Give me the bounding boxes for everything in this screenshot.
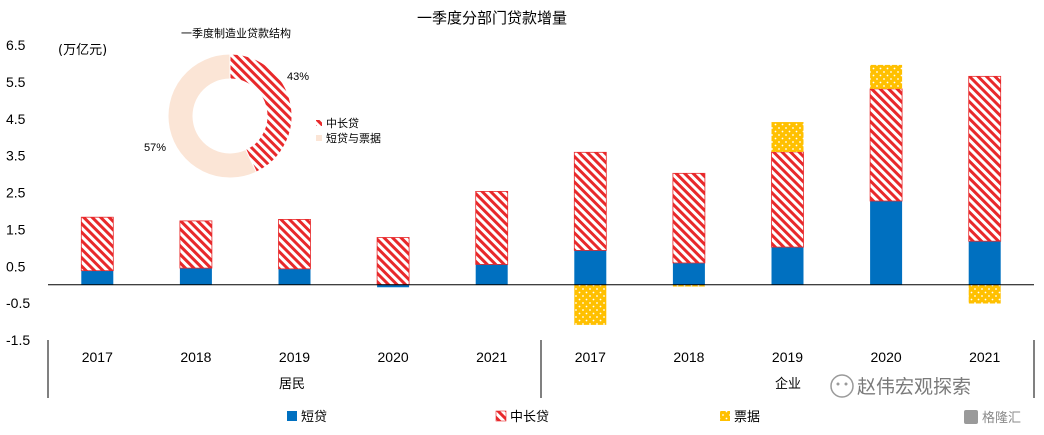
group-label-residents: 居民	[279, 377, 305, 392]
wechat-logo-eye-icon	[844, 382, 848, 386]
bar-medium-long-2017-企业	[573, 151, 607, 251]
bar-short-2017-居民	[81, 270, 114, 285]
bar-medium-long-2019-居民	[278, 219, 311, 270]
donut-slice-medium-long	[229, 53, 293, 173]
legend-swatch-short	[287, 411, 297, 421]
donut-label-medium-long: 43%	[287, 71, 309, 83]
legend-swatch-bills	[720, 411, 730, 421]
bar-medium-long-2021-居民	[475, 190, 509, 265]
x-category-label: 2017	[575, 349, 606, 365]
y-tick-label: 3.5	[6, 148, 26, 164]
x-category-label: 2021	[969, 349, 1000, 365]
bar-medium-long-2017-居民	[80, 216, 114, 272]
x-category-label: 2019	[279, 349, 310, 365]
bar-short-2018-居民	[179, 268, 212, 285]
bar-short-2020-企业	[870, 200, 903, 285]
watermark-text: 赵伟宏观探索	[857, 376, 971, 398]
y-tick-label: -0.5	[6, 295, 30, 311]
gelonghui-logo-icon	[964, 410, 978, 424]
bar-short-2018-企业	[672, 262, 705, 285]
donut-slice-donut-short	[167, 53, 258, 179]
bar-short-2017-企业	[574, 250, 607, 285]
bar-medium-long-2018-居民	[179, 220, 213, 269]
legend-label-bills: 票据	[734, 410, 760, 425]
x-category-label: 2017	[82, 349, 113, 365]
bar-medium-long-2020-居民	[376, 237, 410, 286]
legend-label-medium-long: 中长贷	[510, 410, 549, 425]
watermark: 赵伟宏观探索 格隆汇	[830, 374, 1021, 426]
donut-label-short-bills: 57%	[144, 142, 166, 154]
bar-bills-2021-企业	[968, 284, 1001, 304]
legend-swatch-medium-long	[495, 410, 507, 422]
y-tick-label: 4.5	[6, 111, 26, 127]
donut-title: 一季度制造业贷款结构	[181, 26, 291, 40]
x-category-label: 2020	[378, 349, 409, 365]
bar-medium-long-2021-企业	[968, 75, 1002, 242]
y-tick-label: 6.5	[6, 37, 26, 53]
bar-short-2019-企业	[771, 247, 804, 285]
x-category-label: 2018	[180, 349, 211, 365]
watermark-subtext: 格隆汇	[982, 410, 1021, 426]
chart-title: 一季度分部门贷款增量	[417, 9, 567, 27]
x-axis-categories: 2017 2018 2019 2020 2021 2017 2018 2019 2020 2021	[82, 349, 1001, 365]
x-category-label: 2019	[772, 349, 803, 365]
x-category-label: 2020	[871, 349, 902, 365]
bar-short-2021-居民	[475, 264, 508, 285]
bar-medium-long-2018-企业	[672, 172, 706, 264]
group-label-enterprises: 企业	[775, 376, 801, 392]
donut-legend-label-medium-long: 中长贷	[326, 116, 359, 130]
y-tick-label: 1.5	[6, 221, 26, 237]
donut-legend-swatch-medium-long	[316, 120, 322, 126]
y-axis-ticks: 6.5 5.5 4.5 3.5 2.5 1.5 0.5 -0.5 -1.5	[6, 37, 30, 348]
donut-slices	[167, 53, 293, 179]
y-axis-unit-label: (万亿元)	[58, 43, 107, 58]
bar-short-2020-居民	[377, 284, 410, 288]
y-tick-label: 2.5	[6, 185, 26, 201]
legend-label-short: 短贷	[301, 410, 327, 425]
bar-medium-long-2020-企业	[869, 88, 903, 202]
x-category-label: 2018	[673, 349, 704, 365]
bar-medium-long-2019-企业	[771, 151, 804, 248]
inset-donut-chart: 一季度制造业贷款结构 43% 57% 中长贷 短贷与票据	[144, 26, 381, 179]
bar-bills-2019-企业	[771, 122, 804, 152]
y-tick-label: 5.5	[6, 74, 26, 90]
bar-short-2019-居民	[278, 268, 311, 285]
bar-bills-2017-企业	[574, 284, 607, 325]
y-tick-label: -1.5	[6, 332, 30, 348]
x-category-label: 2021	[476, 349, 507, 365]
bar-short-2021-企业	[968, 241, 1001, 285]
donut-legend-swatch-short-bills	[316, 135, 322, 141]
y-tick-label: 0.5	[6, 258, 26, 274]
donut-legend-label-short-bills: 短贷与票据	[326, 131, 381, 145]
bar-bills-2018-企业	[672, 284, 705, 287]
bar-bills-2020-企业	[870, 64, 903, 89]
wechat-logo-icon	[830, 374, 854, 398]
legend: 短贷 中长贷 票据	[287, 410, 760, 425]
bar-series	[80, 64, 1002, 325]
wechat-logo-eye-icon	[836, 382, 840, 386]
